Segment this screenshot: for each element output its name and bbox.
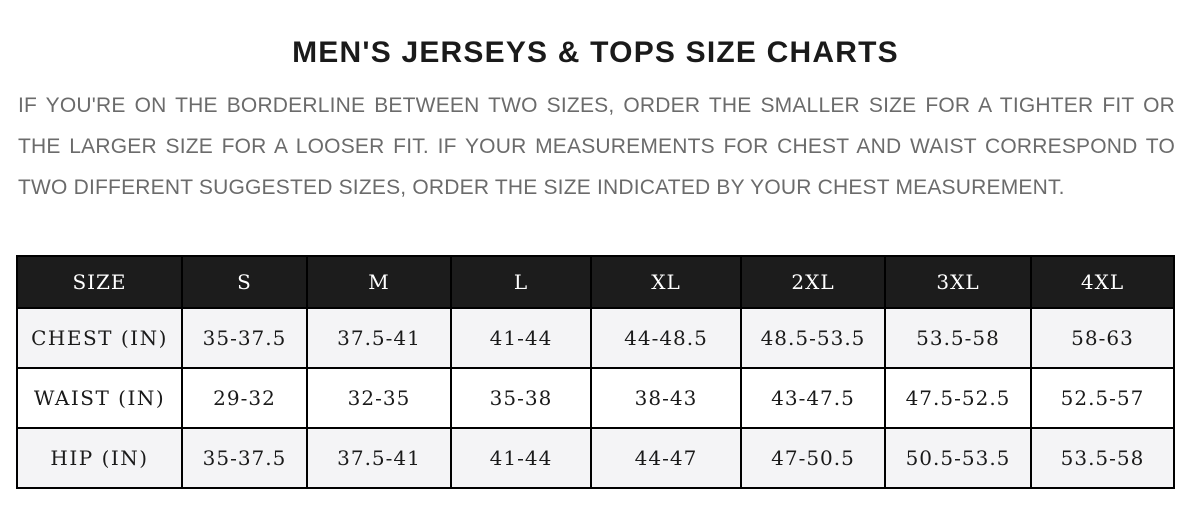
cell-hip-xl: 44-47 [590,427,742,489]
cell-hip-4xl: 53.5-58 [1030,427,1175,489]
cell-waist-3xl: 47.5-52.5 [884,367,1032,429]
cell-waist-4xl: 52.5-57 [1030,367,1175,429]
table-header-row: SIZE S M L XL 2XL 3XL 4XL [16,255,1175,309]
size-chart-table: SIZE S M L XL 2XL 3XL 4XL CHEST (IN) 35-… [16,255,1175,489]
column-header-s: S [181,255,308,309]
cell-chest-xl: 44-48.5 [590,307,742,369]
page-title: MEN'S JERSEYS & TOPS SIZE CHARTS [292,36,899,69]
cell-chest-m: 37.5-41 [306,307,452,369]
cell-hip-l: 41-44 [450,427,592,489]
cell-chest-3xl: 53.5-58 [884,307,1032,369]
cell-chest-l: 41-44 [450,307,592,369]
column-header-xl: XL [590,255,742,309]
cell-waist-m: 32-35 [306,367,452,429]
column-header-size: SIZE [16,255,183,309]
cell-chest-s: 35-37.5 [181,307,308,369]
row-header-chest: CHEST (IN) [16,307,183,369]
cell-hip-s: 35-37.5 [181,427,308,489]
cell-hip-m: 37.5-41 [306,427,452,489]
cell-chest-2xl: 48.5-53.5 [740,307,886,369]
sizing-instructions-paragraph: IF YOU'RE ON THE BORDERLINE BETWEEN TWO … [18,94,1175,199]
table-row: HIP (IN) 35-37.5 37.5-41 41-44 44-47 47-… [16,427,1175,489]
row-header-waist: WAIST (IN) [16,367,183,429]
column-header-m: M [306,255,452,309]
cell-waist-l: 35-38 [450,367,592,429]
size-chart-table-wrapper: SIZE S M L XL 2XL 3XL 4XL CHEST (IN) 35-… [16,255,1175,489]
column-header-3xl: 3XL [884,255,1032,309]
column-header-4xl: 4XL [1030,255,1175,309]
cell-waist-2xl: 43-47.5 [740,367,886,429]
column-header-l: L [450,255,592,309]
cell-waist-s: 29-32 [181,367,308,429]
column-header-2xl: 2XL [740,255,886,309]
table-row: CHEST (IN) 35-37.5 37.5-41 41-44 44-48.5… [16,307,1175,369]
row-header-hip: HIP (IN) [16,427,183,489]
table-row: WAIST (IN) 29-32 32-35 35-38 38-43 43-47… [16,367,1175,429]
cell-hip-2xl: 47-50.5 [740,427,886,489]
cell-hip-3xl: 50.5-53.5 [884,427,1032,489]
cell-waist-xl: 38-43 [590,367,742,429]
cell-chest-4xl: 58-63 [1030,307,1175,369]
